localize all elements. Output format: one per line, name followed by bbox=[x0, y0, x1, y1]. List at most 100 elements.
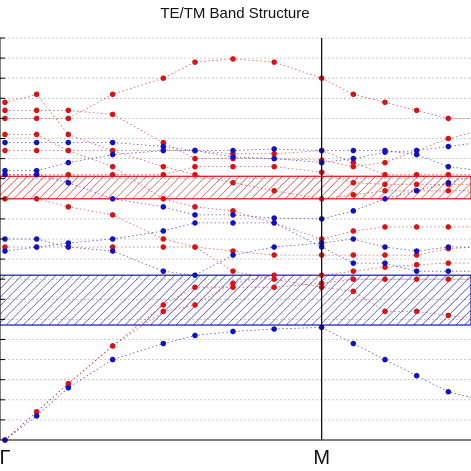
data-point bbox=[413, 276, 420, 283]
data-point bbox=[33, 196, 40, 202]
data-point bbox=[192, 302, 198, 308]
data-point bbox=[2, 167, 8, 174]
data-point bbox=[271, 220, 277, 226]
data-point bbox=[230, 208, 236, 214]
data-point bbox=[33, 115, 40, 122]
grid-lines bbox=[0, 37, 471, 441]
data-point bbox=[271, 244, 277, 250]
data-point bbox=[109, 248, 116, 254]
data-point bbox=[160, 196, 167, 202]
data-point bbox=[382, 181, 388, 188]
band-gap-te bbox=[0, 175, 471, 200]
data-point bbox=[271, 146, 277, 152]
data-point bbox=[2, 171, 8, 178]
band-line bbox=[4, 222, 471, 272]
data-point bbox=[382, 244, 388, 250]
data-point bbox=[65, 139, 72, 146]
data-point bbox=[65, 171, 72, 178]
data-point bbox=[160, 139, 167, 146]
data-point bbox=[192, 171, 198, 178]
data-point bbox=[350, 228, 357, 234]
band-line bbox=[5, 110, 471, 168]
data-point bbox=[445, 135, 452, 142]
data-point bbox=[109, 111, 116, 118]
data-point bbox=[109, 196, 116, 202]
data-point bbox=[65, 240, 72, 246]
data-point bbox=[192, 212, 198, 218]
data-point bbox=[192, 163, 198, 170]
x-tick-label: M bbox=[313, 447, 330, 469]
data-point bbox=[109, 91, 116, 98]
data-point bbox=[271, 276, 277, 283]
data-point bbox=[230, 328, 236, 335]
data-point bbox=[413, 147, 420, 154]
band-line bbox=[5, 198, 471, 319]
data-point bbox=[33, 171, 40, 178]
data-point bbox=[350, 91, 357, 98]
band-gap-tm bbox=[0, 274, 471, 326]
data-point bbox=[382, 171, 388, 178]
data-point bbox=[413, 252, 420, 258]
band-line bbox=[5, 150, 471, 176]
data-point bbox=[350, 260, 357, 266]
data-point bbox=[192, 244, 198, 250]
data-point bbox=[192, 272, 198, 278]
data-point bbox=[230, 268, 236, 274]
data-point bbox=[160, 75, 167, 81]
data-point bbox=[350, 252, 357, 258]
data-point bbox=[230, 212, 236, 218]
data-point bbox=[65, 380, 72, 387]
data-point bbox=[350, 155, 357, 162]
data-point bbox=[445, 187, 452, 194]
band-line bbox=[5, 238, 471, 276]
data-point bbox=[109, 244, 116, 250]
data-point bbox=[33, 236, 40, 242]
data-point bbox=[271, 215, 277, 221]
data-point bbox=[413, 187, 420, 194]
data-point bbox=[382, 260, 388, 266]
data-point bbox=[230, 220, 236, 226]
data-point bbox=[413, 151, 420, 158]
data-point bbox=[160, 228, 167, 234]
data-point bbox=[413, 107, 420, 114]
data-point bbox=[160, 143, 167, 150]
data-point bbox=[109, 151, 116, 158]
data-point bbox=[382, 252, 388, 258]
data-point bbox=[230, 147, 236, 154]
data-point bbox=[65, 179, 72, 186]
data-point bbox=[382, 149, 388, 155]
data-point bbox=[192, 204, 198, 210]
data-point bbox=[350, 340, 357, 347]
data-point bbox=[230, 154, 236, 160]
data-point bbox=[445, 388, 452, 395]
data-point bbox=[109, 171, 116, 178]
data-point bbox=[65, 244, 72, 250]
data-point bbox=[350, 236, 357, 242]
data-point bbox=[230, 56, 236, 62]
data-point bbox=[65, 159, 72, 166]
data-point bbox=[413, 308, 420, 315]
data-point bbox=[33, 107, 40, 114]
data-point bbox=[192, 332, 198, 339]
data-point bbox=[2, 248, 8, 254]
data-point bbox=[160, 340, 167, 347]
data-point bbox=[192, 155, 198, 162]
data-point bbox=[33, 139, 40, 146]
band-line bbox=[4, 93, 471, 200]
data-point bbox=[109, 356, 116, 363]
data-point bbox=[109, 163, 116, 170]
data-point bbox=[271, 284, 277, 291]
data-point bbox=[350, 191, 357, 198]
data-point bbox=[2, 147, 8, 154]
data-point bbox=[271, 272, 277, 278]
series-0 bbox=[2, 56, 471, 443]
data-point bbox=[382, 99, 388, 106]
data-point bbox=[445, 244, 452, 250]
data-point bbox=[160, 244, 167, 250]
data-point bbox=[33, 167, 40, 174]
data-point bbox=[271, 252, 277, 258]
data-point bbox=[65, 147, 72, 154]
data-point bbox=[271, 150, 277, 157]
data-point bbox=[271, 59, 277, 65]
